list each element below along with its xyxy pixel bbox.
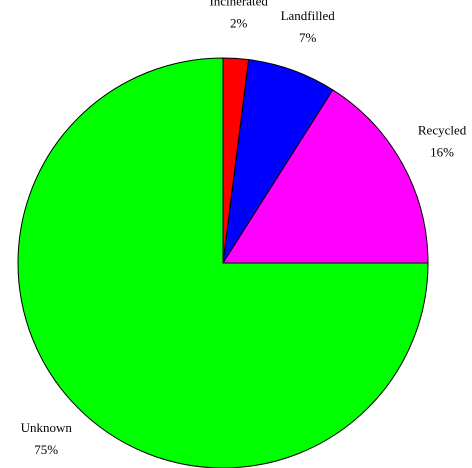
slice-label: Unknown [21,420,73,435]
slice-label: Recycled [418,123,467,138]
slice-label: Landfilled [281,8,336,23]
slice-value-label: 16% [430,145,454,160]
slice-label: Incinerated [209,0,268,8]
slice-value-label: 75% [34,442,58,457]
slice-value-label: 2% [230,15,248,30]
slice-value-label: 7% [299,30,317,45]
pie-slice [17,57,429,468]
pie-slice [222,89,429,264]
